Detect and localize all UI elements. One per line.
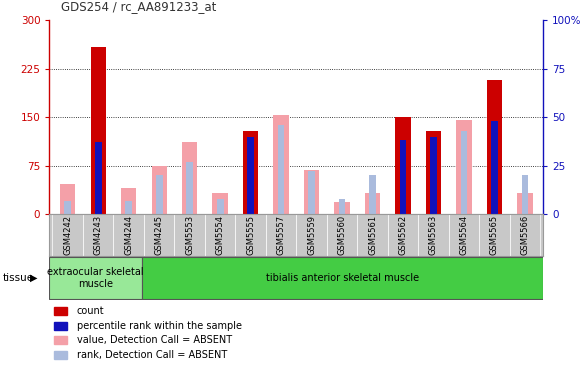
Bar xyxy=(83,214,113,256)
Bar xyxy=(426,131,441,214)
Bar xyxy=(144,214,174,256)
Text: count: count xyxy=(77,306,104,316)
Bar xyxy=(121,188,137,214)
Text: GSM5553: GSM5553 xyxy=(185,215,194,255)
Text: tissue: tissue xyxy=(3,273,34,283)
Bar xyxy=(55,336,67,344)
Bar xyxy=(213,193,228,214)
Bar xyxy=(418,214,449,256)
Bar xyxy=(55,351,67,359)
Text: tibialis anterior skeletal muscle: tibialis anterior skeletal muscle xyxy=(266,273,419,283)
Text: GSM4244: GSM4244 xyxy=(124,215,133,255)
Text: extraocular skeletal
muscle: extraocular skeletal muscle xyxy=(48,267,144,289)
Bar xyxy=(396,117,411,214)
Text: GSM5565: GSM5565 xyxy=(490,215,499,255)
Bar xyxy=(243,131,258,214)
Text: GSM4242: GSM4242 xyxy=(63,215,72,255)
Text: GSM5559: GSM5559 xyxy=(307,215,316,255)
Bar xyxy=(152,165,167,214)
Bar xyxy=(274,115,289,214)
Bar xyxy=(217,199,224,214)
Bar xyxy=(205,214,235,256)
Bar xyxy=(357,214,388,256)
Bar xyxy=(95,142,102,214)
Bar xyxy=(266,214,296,256)
Bar xyxy=(156,175,163,214)
Bar xyxy=(388,214,418,256)
Bar xyxy=(113,214,144,256)
Bar xyxy=(449,214,479,256)
Bar xyxy=(52,214,83,256)
Text: GDS254 / rc_AA891233_at: GDS254 / rc_AA891233_at xyxy=(61,0,216,13)
Text: ▶: ▶ xyxy=(30,273,38,283)
Bar xyxy=(522,175,528,214)
Bar xyxy=(365,193,380,214)
Text: GSM5554: GSM5554 xyxy=(216,215,225,255)
Text: rank, Detection Call = ABSENT: rank, Detection Call = ABSENT xyxy=(77,350,227,360)
Text: GSM5560: GSM5560 xyxy=(338,215,346,255)
Bar xyxy=(91,47,106,214)
Bar xyxy=(60,184,76,214)
Bar xyxy=(491,121,498,214)
Bar xyxy=(55,307,67,315)
Bar xyxy=(235,214,266,256)
Text: GSM5563: GSM5563 xyxy=(429,215,438,255)
Bar xyxy=(461,131,467,214)
Text: GSM5557: GSM5557 xyxy=(277,215,286,255)
Bar xyxy=(125,201,132,214)
Text: percentile rank within the sample: percentile rank within the sample xyxy=(77,321,242,331)
Bar xyxy=(55,322,67,330)
Bar xyxy=(247,137,254,214)
Bar xyxy=(64,201,71,214)
Bar xyxy=(510,214,540,256)
Bar xyxy=(456,120,472,214)
Bar xyxy=(430,137,437,214)
Bar xyxy=(517,193,533,214)
FancyBboxPatch shape xyxy=(142,257,543,299)
Bar xyxy=(400,141,407,214)
Bar xyxy=(339,199,346,214)
Bar xyxy=(369,175,376,214)
Bar xyxy=(308,171,315,214)
Bar xyxy=(278,125,285,214)
Text: GSM5562: GSM5562 xyxy=(399,215,407,255)
Text: GSM4245: GSM4245 xyxy=(155,215,164,255)
Bar xyxy=(304,170,319,214)
Bar xyxy=(487,80,502,214)
Text: GSM5561: GSM5561 xyxy=(368,215,377,255)
Text: GSM5555: GSM5555 xyxy=(246,215,255,255)
Text: GSM4243: GSM4243 xyxy=(94,215,103,255)
Text: GSM5564: GSM5564 xyxy=(460,215,468,255)
Bar xyxy=(182,142,197,214)
Text: GSM5566: GSM5566 xyxy=(521,215,529,255)
Bar xyxy=(296,214,327,256)
Bar xyxy=(186,162,193,214)
Text: value, Detection Call = ABSENT: value, Detection Call = ABSENT xyxy=(77,335,232,346)
Bar xyxy=(479,214,510,256)
Bar xyxy=(174,214,205,256)
Bar xyxy=(335,202,350,214)
Bar xyxy=(327,214,357,256)
FancyBboxPatch shape xyxy=(49,257,142,299)
